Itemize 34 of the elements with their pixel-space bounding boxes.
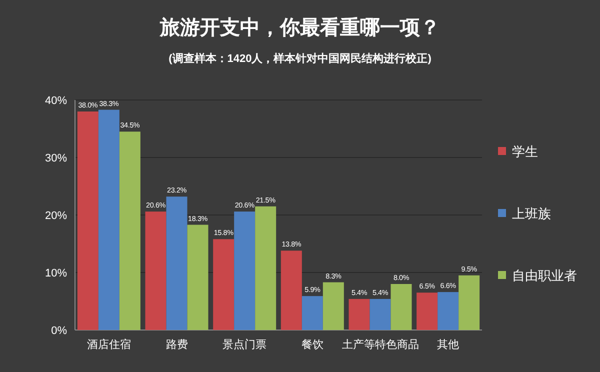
x-tick-label: 其他 (437, 338, 460, 351)
chart-subtitle: (调查样本：1420人，样本针对中国网民结构进行校正) (168, 52, 432, 65)
y-tick-label: 20% (44, 210, 68, 222)
bar (255, 206, 276, 330)
bar (166, 196, 188, 330)
legend-label: 学生 (512, 144, 538, 159)
bar (458, 275, 480, 330)
legend-label: 上班族 (512, 206, 551, 221)
bar (438, 292, 459, 330)
bar (280, 250, 302, 330)
bar (98, 110, 120, 330)
bar (187, 224, 208, 330)
bar (322, 282, 344, 330)
y-tick-label: 10% (44, 268, 68, 280)
chart-title: 旅游开支中，你最看重哪一项？ (159, 16, 440, 39)
bar (77, 112, 98, 330)
x-tick-label: 景点门票 (222, 338, 267, 351)
x-tick-label: 酒店住宿 (86, 338, 131, 351)
bar (302, 296, 323, 330)
bar (234, 212, 256, 330)
bar (416, 292, 438, 330)
bar (390, 284, 412, 330)
x-tick-label: 土产等特色商品 (342, 338, 419, 351)
bar (145, 212, 166, 330)
x-tick-label: 路费 (166, 338, 188, 351)
bar (213, 239, 234, 330)
y-tick-label: 30% (44, 152, 68, 164)
bar (370, 298, 391, 330)
y-tick-label: 40% (44, 95, 68, 107)
legend-label: 自由职业者 (512, 268, 577, 283)
bar (119, 132, 140, 330)
bar (348, 298, 370, 330)
x-tick-label: 餐饮 (301, 339, 324, 351)
y-tick-label: 0% (51, 325, 68, 337)
